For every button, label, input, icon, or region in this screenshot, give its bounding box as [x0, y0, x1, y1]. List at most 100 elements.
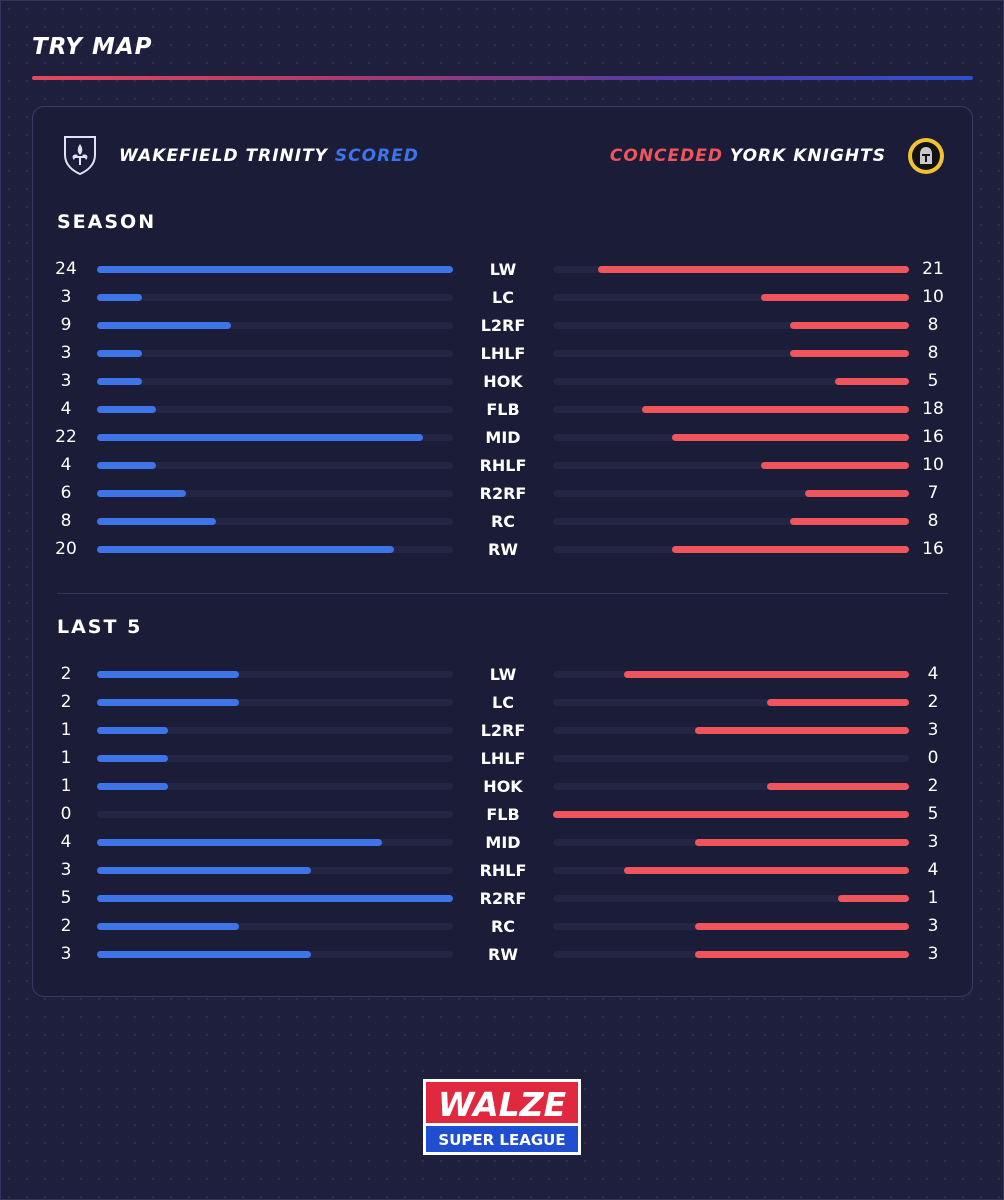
conceded-value-label: 4 [927, 860, 939, 880]
conceded-bar-track [553, 294, 909, 301]
scored-value-label: 2 [60, 916, 72, 936]
conceded-value-label: 4 [927, 664, 939, 684]
scored-bar [97, 294, 142, 301]
scored-bar [97, 727, 169, 734]
stat-row: 1 HOK 2 [33, 772, 972, 800]
conceded-value-label: 8 [927, 315, 939, 335]
conceded-value-label: 8 [927, 343, 939, 363]
scored-bar [97, 755, 169, 762]
conceded-value-label: 3 [927, 720, 939, 740]
position-label: FLB [486, 400, 520, 419]
scored-bar [97, 462, 157, 469]
scored-value-label: 1 [60, 720, 72, 740]
position-label: L2RF [480, 316, 526, 335]
stat-row: 20 RW 16 [33, 535, 972, 563]
scored-bar [97, 951, 311, 958]
scored-bar [97, 895, 453, 902]
position-label: RW [488, 945, 518, 964]
scored-bar [97, 839, 382, 846]
position-label: HOK [483, 372, 523, 391]
scored-bar-track [97, 266, 453, 273]
stat-row: 3 RW 3 [33, 940, 972, 968]
scored-bar-track [97, 839, 453, 846]
conceded-bar [642, 406, 909, 413]
conceded-bar-track [553, 923, 909, 930]
conceded-bar [766, 783, 909, 790]
scored-bar-track [97, 755, 453, 762]
conceded-bar [766, 699, 909, 706]
scored-value-label: 2 [60, 692, 72, 712]
scored-bar-track [97, 294, 453, 301]
position-label: LHLF [480, 344, 526, 363]
conceded-bar-track [553, 699, 909, 706]
scored-bar-track [97, 490, 453, 497]
section-divider [57, 593, 948, 594]
scored-value-label: 22 [55, 427, 77, 447]
scored-bar-track [97, 406, 453, 413]
conceded-value-label: 18 [922, 399, 944, 419]
stat-row: 22 MID 16 [33, 423, 972, 451]
stat-row: 9 L2RF 8 [33, 311, 972, 339]
stat-row: 6 R2RF 7 [33, 479, 972, 507]
stat-row: 2 LC 2 [33, 688, 972, 716]
wakefield-trinity-crest-icon [63, 135, 97, 176]
conceded-bar [760, 294, 909, 301]
conceded-bar [597, 266, 909, 273]
scored-value-label: 4 [60, 832, 72, 852]
conceded-bar-track [553, 546, 909, 553]
logo-league-text: SUPER LEAGUE [438, 1131, 565, 1149]
conceded-bar-track [553, 867, 909, 874]
title-underline [32, 76, 973, 80]
conceded-value-label: 16 [922, 427, 944, 447]
stat-row: 3 LC 10 [33, 283, 972, 311]
stat-row: 4 FLB 18 [33, 395, 972, 423]
scored-value-label: 1 [60, 776, 72, 796]
conceded-bar [624, 867, 909, 874]
scored-bar [97, 867, 311, 874]
conceded-value-label: 3 [927, 916, 939, 936]
scored-bar-track [97, 699, 453, 706]
scored-bar-track [97, 727, 453, 734]
conceded-bar [695, 727, 909, 734]
away-metric-label: CONCEDED [609, 146, 723, 166]
scored-bar [97, 518, 216, 525]
conceded-bar [553, 811, 909, 818]
scored-bar-track [97, 783, 453, 790]
scored-bar [97, 699, 240, 706]
conceded-value-label: 2 [927, 692, 939, 712]
conceded-bar-track [553, 490, 909, 497]
scored-bar [97, 322, 231, 329]
position-label: RC [490, 917, 516, 936]
scored-value-label: 2 [60, 664, 72, 684]
scored-value-label: 24 [55, 259, 77, 279]
position-label: LW [489, 260, 517, 279]
stat-row: 4 RHLF 10 [33, 451, 972, 479]
conceded-value-label: 7 [927, 483, 939, 503]
scored-bar [97, 671, 240, 678]
conceded-bar [805, 490, 909, 497]
scored-bar [97, 378, 142, 385]
conceded-bar-track [553, 783, 909, 790]
last5-section-title: LAST 5 [57, 616, 143, 638]
position-label: LHLF [480, 749, 526, 768]
position-label: RHLF [479, 861, 527, 880]
season-section-title: SEASON [57, 211, 157, 233]
conceded-value-label: 2 [927, 776, 939, 796]
stat-row: 1 L2RF 3 [33, 716, 972, 744]
scored-value-label: 3 [60, 287, 72, 307]
scored-bar [97, 350, 142, 357]
page-title: TRY MAP [32, 34, 153, 60]
conceded-bar [671, 546, 909, 553]
york-knights-crest-icon [907, 137, 945, 175]
conceded-bar-track [553, 895, 909, 902]
stat-row: 3 LHLF 8 [33, 339, 972, 367]
position-label: LW [489, 665, 517, 684]
conceded-bar-track [553, 811, 909, 818]
scored-value-label: 8 [60, 511, 72, 531]
logo-brand-text: WALZE [438, 1085, 567, 1124]
position-label: RHLF [479, 456, 527, 475]
stat-row: 24 LW 21 [33, 255, 972, 283]
scored-bar-track [97, 671, 453, 678]
scored-bar-track [97, 951, 453, 958]
conceded-bar-track [553, 755, 909, 762]
